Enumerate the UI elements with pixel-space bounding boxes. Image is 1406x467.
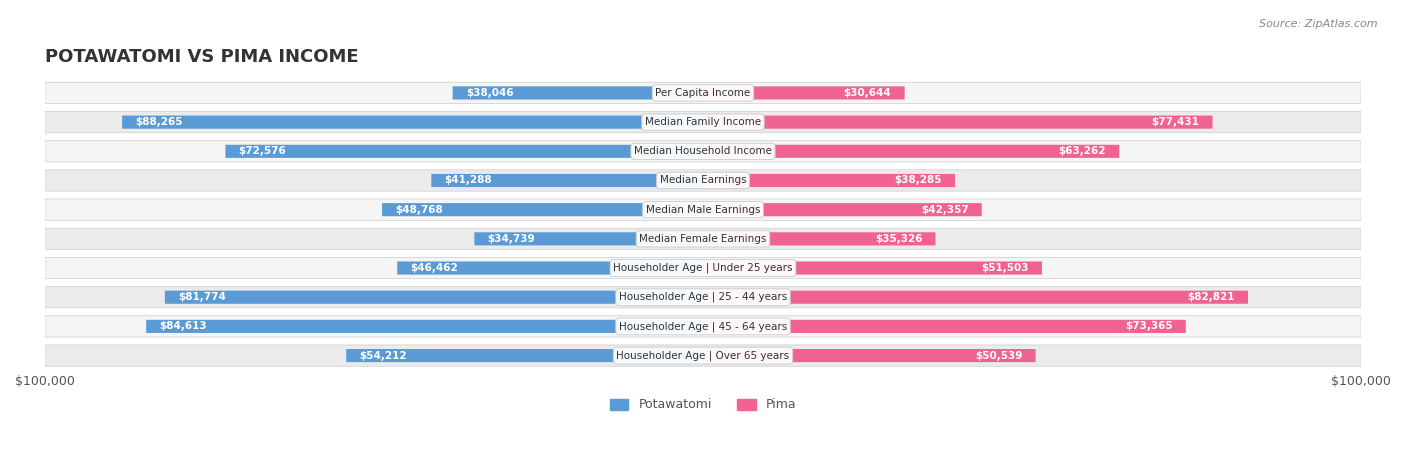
FancyBboxPatch shape (165, 290, 703, 304)
FancyBboxPatch shape (146, 320, 703, 333)
FancyBboxPatch shape (45, 316, 1361, 337)
Text: Householder Age | 25 - 44 years: Householder Age | 25 - 44 years (619, 292, 787, 303)
FancyBboxPatch shape (45, 82, 1361, 104)
FancyBboxPatch shape (45, 170, 1361, 191)
FancyBboxPatch shape (703, 349, 1036, 362)
Text: Median Male Earnings: Median Male Earnings (645, 205, 761, 215)
FancyBboxPatch shape (398, 262, 703, 275)
FancyBboxPatch shape (703, 86, 904, 99)
Text: Median Family Income: Median Family Income (645, 117, 761, 127)
Text: $82,821: $82,821 (1187, 292, 1234, 302)
Legend: Potawatomi, Pima: Potawatomi, Pima (605, 394, 801, 417)
Text: POTAWATOMI VS PIMA INCOME: POTAWATOMI VS PIMA INCOME (45, 48, 359, 66)
Text: $42,357: $42,357 (921, 205, 969, 215)
FancyBboxPatch shape (474, 232, 703, 246)
FancyBboxPatch shape (703, 290, 1249, 304)
FancyBboxPatch shape (453, 86, 703, 99)
Text: $50,539: $50,539 (974, 351, 1022, 361)
Text: Householder Age | Under 25 years: Householder Age | Under 25 years (613, 263, 793, 273)
Text: $54,212: $54,212 (360, 351, 408, 361)
Text: $73,365: $73,365 (1125, 321, 1173, 332)
FancyBboxPatch shape (703, 115, 1212, 129)
Text: $46,462: $46,462 (411, 263, 458, 273)
Text: $81,774: $81,774 (179, 292, 226, 302)
FancyBboxPatch shape (45, 199, 1361, 220)
FancyBboxPatch shape (122, 115, 703, 129)
FancyBboxPatch shape (703, 320, 1185, 333)
FancyBboxPatch shape (45, 112, 1361, 133)
Text: Per Capita Income: Per Capita Income (655, 88, 751, 98)
FancyBboxPatch shape (346, 349, 703, 362)
Text: $51,503: $51,503 (981, 263, 1029, 273)
FancyBboxPatch shape (225, 145, 703, 158)
Text: Median Earnings: Median Earnings (659, 176, 747, 185)
FancyBboxPatch shape (703, 232, 935, 246)
Text: $34,739: $34,739 (488, 234, 536, 244)
Text: $41,288: $41,288 (444, 176, 492, 185)
Text: Median Female Earnings: Median Female Earnings (640, 234, 766, 244)
Text: Householder Age | Over 65 years: Householder Age | Over 65 years (616, 350, 790, 361)
Text: $38,285: $38,285 (894, 176, 942, 185)
Text: $35,326: $35,326 (875, 234, 922, 244)
Text: $63,262: $63,262 (1059, 146, 1107, 156)
FancyBboxPatch shape (703, 174, 955, 187)
FancyBboxPatch shape (432, 174, 703, 187)
Text: Source: ZipAtlas.com: Source: ZipAtlas.com (1260, 19, 1378, 28)
FancyBboxPatch shape (703, 203, 981, 216)
Text: $48,768: $48,768 (395, 205, 443, 215)
FancyBboxPatch shape (45, 257, 1361, 279)
FancyBboxPatch shape (45, 287, 1361, 308)
FancyBboxPatch shape (45, 345, 1361, 366)
Text: $88,265: $88,265 (135, 117, 183, 127)
FancyBboxPatch shape (703, 262, 1042, 275)
FancyBboxPatch shape (703, 145, 1119, 158)
Text: Householder Age | 45 - 64 years: Householder Age | 45 - 64 years (619, 321, 787, 332)
FancyBboxPatch shape (45, 228, 1361, 249)
FancyBboxPatch shape (382, 203, 703, 216)
Text: $30,644: $30,644 (844, 88, 891, 98)
Text: $72,576: $72,576 (239, 146, 287, 156)
Text: $84,613: $84,613 (159, 321, 207, 332)
FancyBboxPatch shape (45, 141, 1361, 162)
Text: $77,431: $77,431 (1152, 117, 1199, 127)
Text: Median Household Income: Median Household Income (634, 146, 772, 156)
Text: $38,046: $38,046 (465, 88, 513, 98)
